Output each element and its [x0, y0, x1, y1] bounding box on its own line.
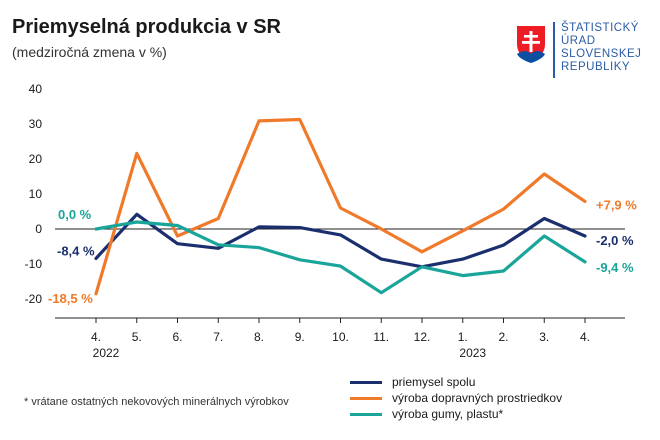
logo-divider — [553, 22, 555, 78]
legend-swatch — [350, 396, 382, 400]
x-tick-label: 9. — [295, 330, 305, 344]
y-tick-label: -10 — [25, 257, 43, 271]
series-start-label: 0,0 % — [58, 207, 92, 222]
chart-subtitle: (medziročná zmena v %) — [12, 44, 167, 60]
y-tick-label: 40 — [29, 82, 43, 96]
y-tick-label: 20 — [29, 152, 43, 166]
x-tick-label: 8. — [254, 330, 264, 344]
y-tick-label: 30 — [29, 117, 43, 131]
legend-swatch — [350, 380, 382, 384]
x-tick-label: 4. — [91, 330, 101, 344]
legend-label: priemysel spolu — [392, 375, 476, 389]
series-end-label: -9,4 % — [596, 260, 634, 275]
x-tick-label: 2. — [498, 330, 508, 344]
logo-wordmark: ŠTATISTICKÝ ÚRAD SLOVENSKEJ REPUBLIKY — [561, 22, 642, 73]
legend: priemysel spolu výroba dopravných prostr… — [350, 374, 562, 422]
y-tick-label: 10 — [29, 187, 43, 201]
y-tick-label: -20 — [25, 292, 43, 306]
x-year-label: 2022 — [93, 346, 120, 360]
legend-item-guma: výroba gumy, plastu* — [350, 406, 562, 422]
x-year-label: 2023 — [459, 346, 486, 360]
legend-swatch — [350, 412, 382, 416]
series-end-label: -2,0 % — [596, 233, 634, 248]
x-tick-label: 3. — [539, 330, 549, 344]
legend-label: výroba dopravných prostriedkov — [392, 391, 563, 405]
footnote: * vrátane ostatných nekovových minerálny… — [24, 396, 289, 408]
series-start-label: -18,5 % — [48, 291, 93, 306]
statistical-office-logo: ŠTATISTICKÝ ÚRAD SLOVENSKEJ REPUBLIKY — [515, 22, 655, 82]
x-tick-label: 1. — [458, 330, 468, 344]
slovak-coat-of-arms-icon — [517, 26, 545, 63]
x-tick-label: 5. — [132, 330, 142, 344]
x-tick-label: 4. — [580, 330, 590, 344]
x-tick-label: 7. — [213, 330, 223, 344]
legend-item-doprava: výroba dopravných prostriedkov — [350, 390, 562, 406]
series-line-2 — [94, 220, 587, 295]
series-end-label: +7,9 % — [596, 197, 637, 212]
legend-item-priemysel: priemysel spolu — [350, 374, 562, 390]
legend-label: výroba gumy, plastu* — [392, 407, 504, 421]
x-tick-label: 11. — [373, 330, 389, 344]
chart-title: Priemyselná produkcia v SR — [12, 16, 282, 38]
x-tick-label: 12. — [414, 330, 431, 344]
series-start-label: -8,4 % — [57, 243, 95, 258]
x-tick-label: 6. — [172, 330, 182, 344]
y-tick-label: 0 — [35, 222, 42, 236]
x-tick-label: 10. — [332, 330, 349, 344]
